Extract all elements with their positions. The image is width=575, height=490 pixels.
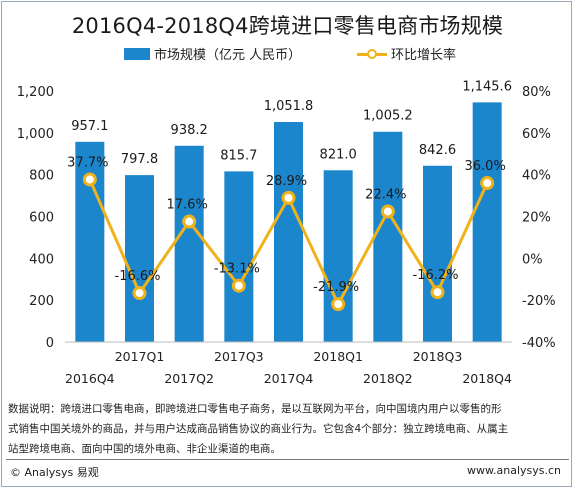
chart-title: 2016Q4-2018Q4跨境进口零售电商市场规模 [71,14,504,38]
bar-value-label: 938.2 [171,123,208,138]
bar [423,165,452,342]
growth-rate-label: -21.9% [313,280,359,295]
y-tick-label: 0 [46,336,54,351]
growth-rate-point [231,278,246,293]
legend-item-market-size: 市场规模（亿元 人民币） [124,44,301,63]
growth-rate-point [281,190,296,205]
bar-value-label: 1,005.2 [363,109,413,124]
y-tick-label: 1,000 [17,127,54,142]
footer-copyright: © Analysys 易观 [10,466,99,479]
bar-value-label: 1,051.8 [264,99,314,114]
growth-rate-label: 36.0% [465,159,506,174]
y-tick-label: 600 [29,211,54,226]
growth-rate-label: -13.1% [214,262,260,277]
growth-rate-point [430,285,445,300]
y2-tick-label: 20% [522,211,551,226]
growth-rate-point [480,176,495,191]
y-tick-label: 400 [29,252,54,267]
x-tick-label: 2017Q2 [164,371,214,386]
growth-rate-label: 28.9% [266,174,307,189]
growth-rate-label: 22.4% [365,187,406,202]
growth-rate-point [82,172,97,187]
legend-bar-swatch [124,48,150,60]
y-tick-label: 1,200 [17,85,54,100]
data-note: 数据说明：跨境进口零售电商，即跨境进口零售电子商务，是以互联网为平台，向中国境内… [8,399,566,459]
x-tick-label: 2018Q4 [462,371,512,386]
y2-tick-label: 80% [522,85,551,100]
legend: 市场规模（亿元 人民币） 环比增长率 [0,44,575,64]
bar [125,175,154,342]
note-line: 数据说明：跨境进口零售电商，即跨境进口零售电子商务，是以互联网为平台，向中国境内… [8,403,502,415]
growth-rate-label: -16.6% [115,269,161,284]
bar-value-label: 957.1 [71,119,108,134]
footer-divider [6,459,569,460]
growth-rate-point [182,214,197,229]
x-tick-label: 2018Q2 [363,371,413,386]
footer-website: www.analysys.cn [467,464,561,477]
y2-tick-label: -20% [522,294,556,309]
legend-label-market-size: 市场规模（亿元 人民币） [154,48,302,63]
bar-value-label: 842.6 [419,143,456,158]
y2-tick-label: -40% [522,336,556,351]
bar-value-label: 815.7 [220,148,257,163]
bar [224,171,254,342]
chart-plot: 0 200 400 600 800 1,000 1,200 -40% -20% 0% 20% 40% 6… [17,79,556,386]
growth-rate-point [380,204,395,219]
x-tick-label: 2018Q3 [413,349,463,364]
y2-tick-label: 60% [522,127,551,142]
x-tick-label: 2017Q1 [115,349,165,364]
legend-line-swatch [357,48,387,60]
bar-value-label: 821.0 [320,147,357,162]
y2-tick-label: 40% [522,169,551,184]
bar [373,131,403,342]
x-tick-label: 2016Q4 [65,371,115,386]
bar [75,141,105,342]
bar [174,145,204,342]
bar-value-label: 797.8 [121,152,158,167]
growth-rate-point [132,286,147,301]
y-tick-label: 800 [29,169,54,184]
y-tick-label: 200 [29,294,54,309]
y2-tick-label: 0% [522,252,543,267]
bar [472,102,502,343]
growth-rate-point [331,297,346,312]
growth-rate-label: 37.7% [67,155,108,170]
legend-item-growth-rate: 环比增长率 [357,44,456,63]
note-line: 站型跨境电商、面向中国的境外电商、非企业渠道的电商。 [8,443,281,455]
growth-rate-label: -16.2% [413,268,459,283]
x-tick-label: 2017Q3 [214,349,264,364]
bar-value-label: 1,145.6 [462,79,512,94]
growth-rate-label: 17.6% [167,198,208,213]
x-tick-label: 2018Q1 [313,349,363,364]
legend-label-growth-rate: 环比增长率 [391,48,457,63]
note-line: 式销售中国关境外的商品，并与用户达成商品销售协议的商业行为。它包含4个部分：独立… [8,423,509,435]
bar [274,121,303,342]
bar [323,170,353,342]
x-tick-label: 2017Q4 [264,371,314,386]
